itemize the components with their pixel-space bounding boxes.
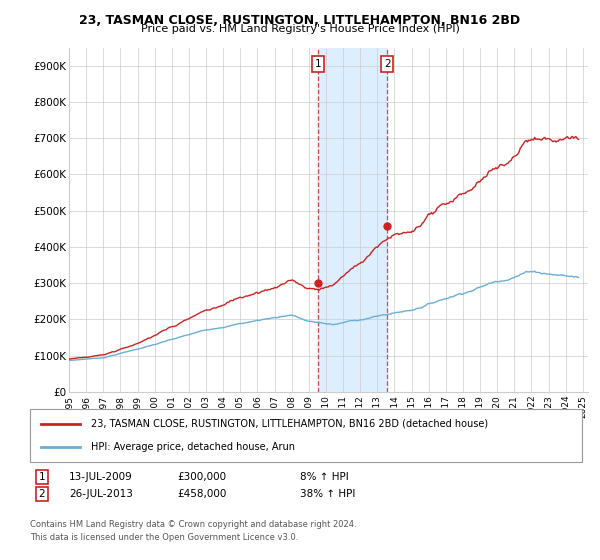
Text: Price paid vs. HM Land Registry's House Price Index (HPI): Price paid vs. HM Land Registry's House … [140,24,460,34]
Text: 23, TASMAN CLOSE, RUSTINGTON, LITTLEHAMPTON, BN16 2BD (detached house): 23, TASMAN CLOSE, RUSTINGTON, LITTLEHAMP… [91,419,488,429]
Text: 13-JUL-2009: 13-JUL-2009 [69,472,133,482]
FancyBboxPatch shape [30,409,582,462]
Text: 1: 1 [38,472,46,482]
Text: 1: 1 [315,59,322,69]
Text: 26-JUL-2013: 26-JUL-2013 [69,489,133,499]
Text: This data is licensed under the Open Government Licence v3.0.: This data is licensed under the Open Gov… [30,533,298,542]
Text: 2: 2 [384,59,391,69]
Text: 23, TASMAN CLOSE, RUSTINGTON, LITTLEHAMPTON, BN16 2BD: 23, TASMAN CLOSE, RUSTINGTON, LITTLEHAMP… [79,14,521,27]
Text: 8% ↑ HPI: 8% ↑ HPI [300,472,349,482]
Text: £458,000: £458,000 [177,489,226,499]
Text: 38% ↑ HPI: 38% ↑ HPI [300,489,355,499]
Bar [318,48,387,392]
Text: 2: 2 [38,489,46,499]
Text: HPI: Average price, detached house, Arun: HPI: Average price, detached house, Arun [91,442,295,452]
Text: £300,000: £300,000 [177,472,226,482]
Text: Contains HM Land Registry data © Crown copyright and database right 2024.: Contains HM Land Registry data © Crown c… [30,520,356,529]
